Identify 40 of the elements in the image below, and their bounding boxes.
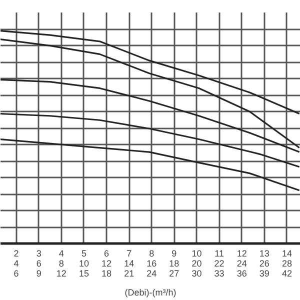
text: 6 [14, 268, 19, 278]
x-tick-label: 8 [149, 248, 154, 258]
text: 21 [124, 268, 134, 278]
x2-tick-label: 14 [124, 258, 134, 268]
x2-tick-label: 8 [58, 258, 64, 268]
text: 9 [36, 268, 42, 278]
x-tick-label: 7 [126, 248, 132, 258]
text: 15 [78, 268, 89, 278]
x2-tick-label: 4 [14, 258, 19, 268]
x-tick-label: 12 [236, 248, 247, 258]
x2-tick-label: 20 [192, 258, 202, 268]
x2-tick-label: 10 [78, 258, 89, 268]
x2-tick-label: 28 [282, 258, 292, 268]
text: 27 [169, 268, 180, 278]
text: 12 [56, 268, 66, 278]
x2-tick-label: 18 [169, 258, 180, 268]
text: 18 [102, 268, 112, 278]
x-tick-label: 4 [58, 248, 64, 258]
text: 33 [214, 268, 224, 278]
x-tick-label: 6 [104, 248, 110, 258]
x2-tick-label: 12 [102, 258, 112, 268]
x2-tick-label: 16 [146, 258, 157, 268]
text: 30 [192, 268, 202, 278]
text: 39 [259, 268, 270, 278]
x2-tick-label: 26 [259, 258, 270, 268]
x-axis-title: (Debi)-(m³/h) [124, 288, 176, 298]
x-tick-label: 11 [214, 248, 224, 258]
text: 24 [146, 268, 157, 278]
x-tick-label: 2 [14, 248, 19, 258]
x2-tick-label: 24 [236, 258, 247, 268]
x2-tick-label: 6 [36, 258, 42, 268]
x-tick-label: 5 [81, 248, 86, 258]
x-tick-label: 9 [172, 248, 177, 258]
x2-tick-label: 22 [214, 258, 224, 268]
x-tick-label: 13 [259, 248, 270, 258]
x-tick-label: 3 [36, 248, 42, 258]
text: 42 [282, 268, 292, 278]
x-tick-label: 14 [282, 248, 292, 258]
text: 36 [236, 268, 247, 278]
x-tick-label: 10 [192, 248, 202, 258]
